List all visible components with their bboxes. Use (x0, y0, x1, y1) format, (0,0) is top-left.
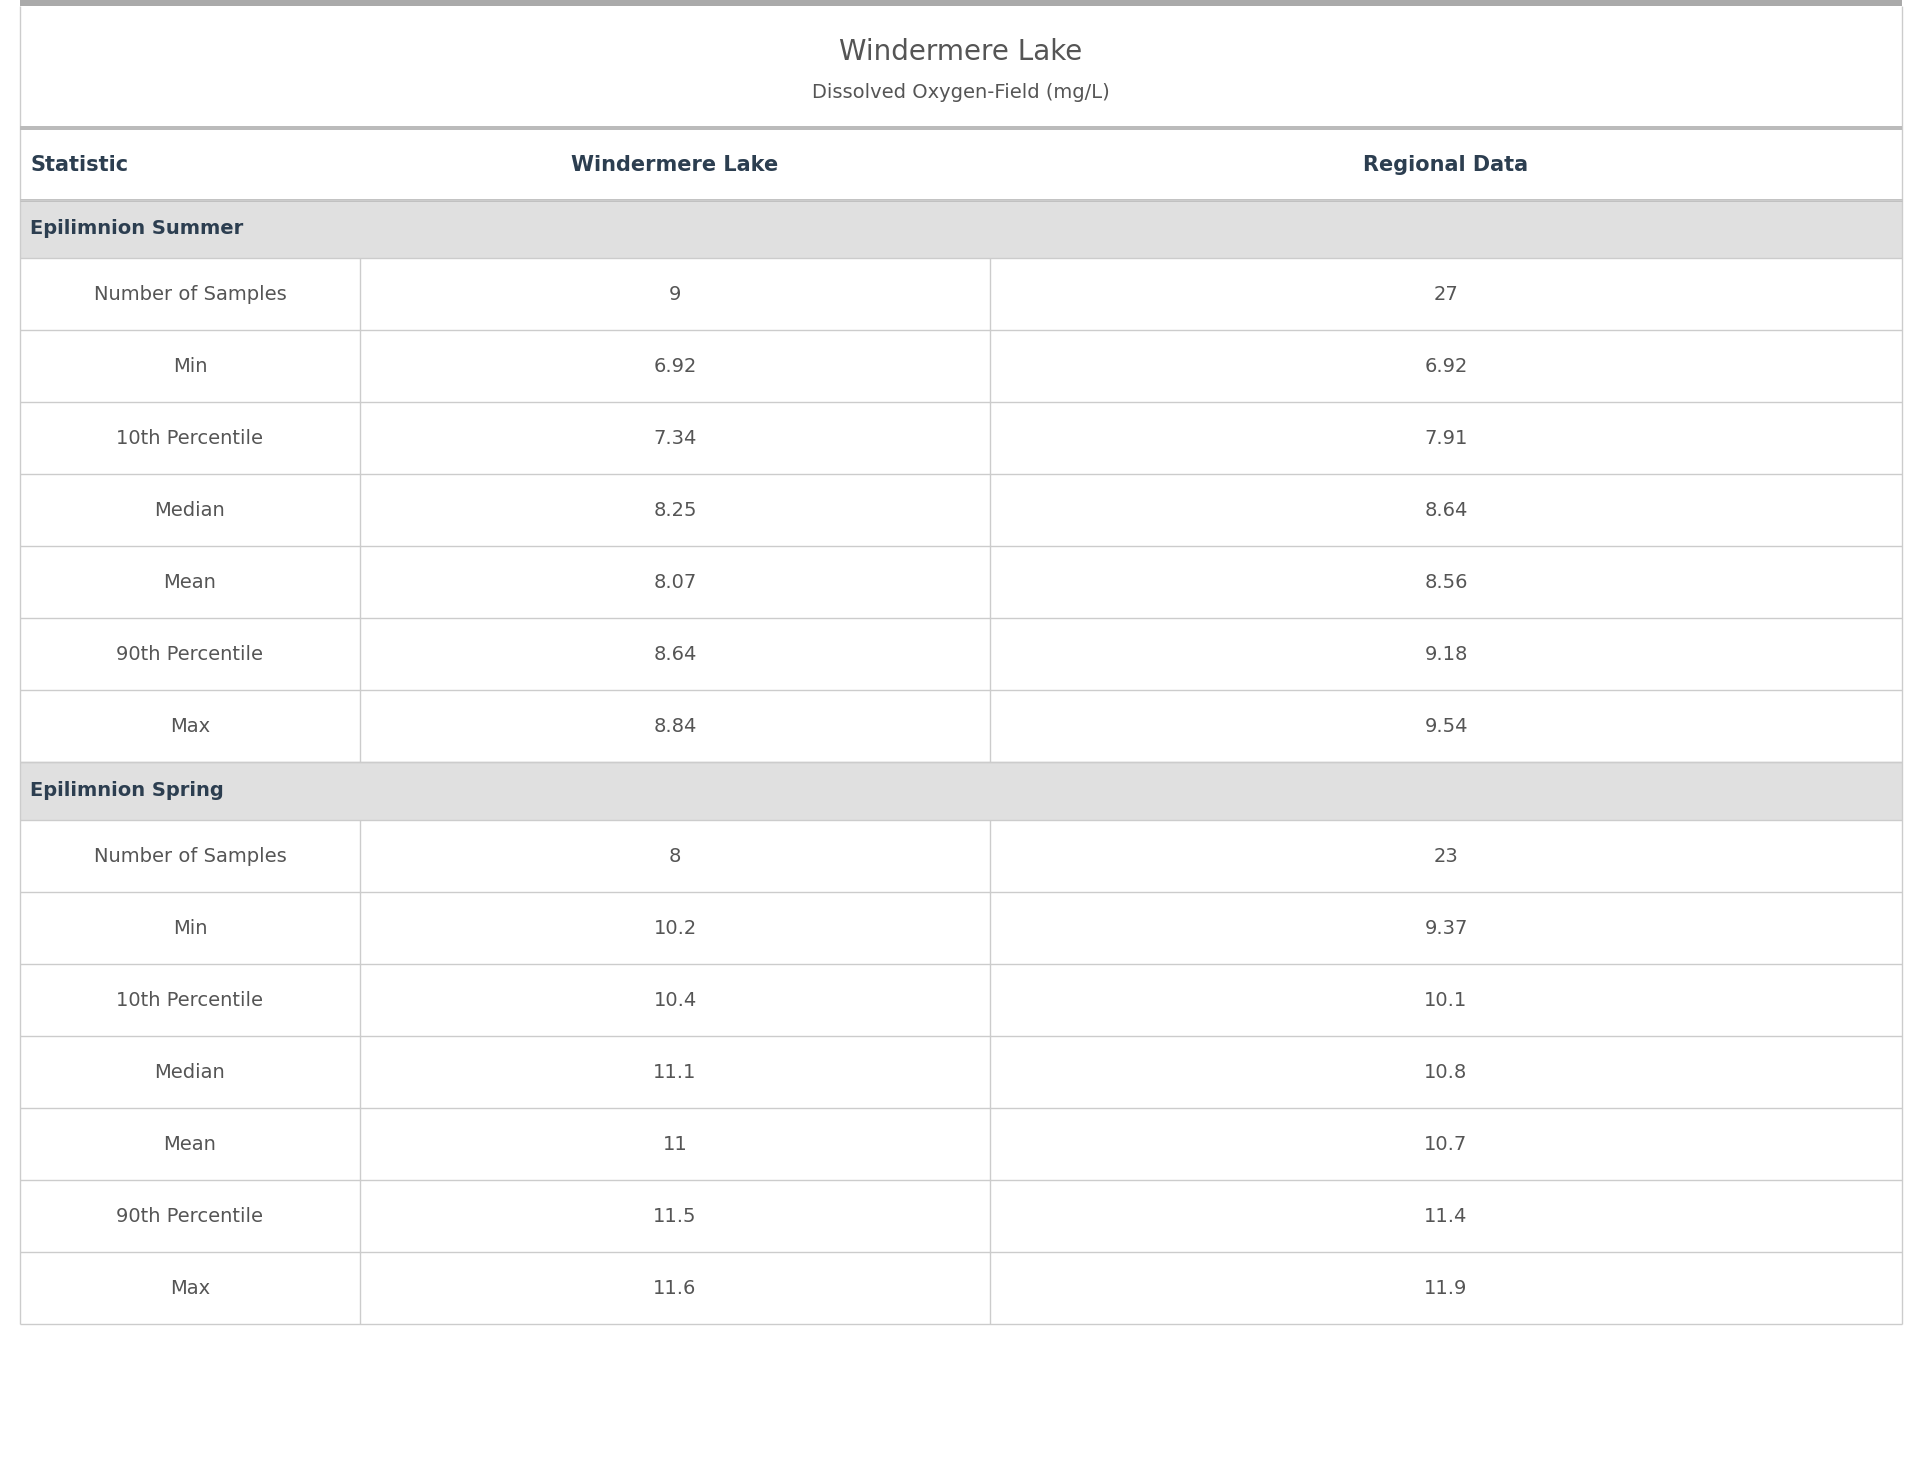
Text: 8: 8 (669, 847, 680, 866)
Text: 9.37: 9.37 (1424, 918, 1468, 937)
Text: Windermere Lake: Windermere Lake (571, 155, 778, 175)
Text: 11.4: 11.4 (1424, 1206, 1468, 1225)
Text: 10.1: 10.1 (1424, 990, 1468, 1009)
Bar (19, 964, 1903, 1037)
Bar (19, 0, 1903, 6)
Text: 7.91: 7.91 (1424, 428, 1468, 448)
Text: Max: Max (169, 717, 209, 736)
Bar (19, 1037, 1903, 1108)
Text: 10.7: 10.7 (1424, 1134, 1468, 1153)
Text: Max: Max (169, 1279, 209, 1298)
Text: 10.8: 10.8 (1424, 1063, 1468, 1082)
Text: Number of Samples: Number of Samples (94, 285, 286, 304)
Text: Min: Min (173, 356, 208, 375)
Text: 8.56: 8.56 (1424, 572, 1468, 591)
Bar (19, 546, 1903, 618)
Bar (19, 1108, 1903, 1180)
Text: Dissolved Oxygen-Field (mg/L): Dissolved Oxygen-Field (mg/L) (813, 83, 1109, 102)
Bar (19, 402, 1903, 475)
Text: 23: 23 (1434, 847, 1459, 866)
Text: 11.9: 11.9 (1424, 1279, 1468, 1298)
Text: 6.92: 6.92 (653, 356, 696, 375)
Text: 10.2: 10.2 (653, 918, 696, 937)
Text: Windermere Lake: Windermere Lake (840, 38, 1082, 66)
Bar (19, 1253, 1903, 1324)
Text: 9.18: 9.18 (1424, 644, 1468, 663)
Text: 10.4: 10.4 (653, 990, 696, 1009)
Text: 10th Percentile: 10th Percentile (117, 990, 263, 1009)
Text: Statistic: Statistic (31, 155, 129, 175)
Bar (19, 200, 1903, 258)
Text: 11.5: 11.5 (653, 1206, 698, 1225)
Bar (19, 1180, 1903, 1253)
Bar (19, 892, 1903, 964)
Text: 90th Percentile: 90th Percentile (117, 1206, 263, 1225)
Text: Median: Median (154, 501, 225, 520)
Text: Regional Data: Regional Data (1363, 155, 1528, 175)
Text: 90th Percentile: 90th Percentile (117, 644, 263, 663)
Text: 10th Percentile: 10th Percentile (117, 428, 263, 448)
Text: 6.92: 6.92 (1424, 356, 1468, 375)
Text: 9: 9 (669, 285, 680, 304)
Bar (19, 762, 1903, 821)
Text: 11: 11 (663, 1134, 688, 1153)
Text: 7.34: 7.34 (653, 428, 696, 448)
Bar (19, 474, 1903, 546)
Text: Median: Median (154, 1063, 225, 1082)
Text: Epilimnion Summer: Epilimnion Summer (31, 219, 244, 238)
Text: 8.07: 8.07 (653, 572, 696, 591)
Bar (19, 618, 1903, 691)
Bar (19, 821, 1903, 892)
Bar (19, 691, 1903, 762)
Text: 11.6: 11.6 (653, 1279, 696, 1298)
Bar (19, 6, 1903, 126)
Bar (19, 258, 1903, 330)
Text: 8.64: 8.64 (653, 644, 696, 663)
Text: 8.84: 8.84 (653, 717, 696, 736)
Bar (19, 126, 1903, 130)
Text: Min: Min (173, 918, 208, 937)
Text: 11.1: 11.1 (653, 1063, 696, 1082)
Text: 27: 27 (1434, 285, 1459, 304)
Text: 8.25: 8.25 (653, 501, 698, 520)
Bar (19, 130, 1903, 200)
Bar (19, 330, 1903, 402)
Text: 9.54: 9.54 (1424, 717, 1468, 736)
Text: Number of Samples: Number of Samples (94, 847, 286, 866)
Text: Mean: Mean (163, 572, 217, 591)
Text: Epilimnion Spring: Epilimnion Spring (31, 781, 223, 800)
Text: Mean: Mean (163, 1134, 217, 1153)
Text: 8.64: 8.64 (1424, 501, 1468, 520)
